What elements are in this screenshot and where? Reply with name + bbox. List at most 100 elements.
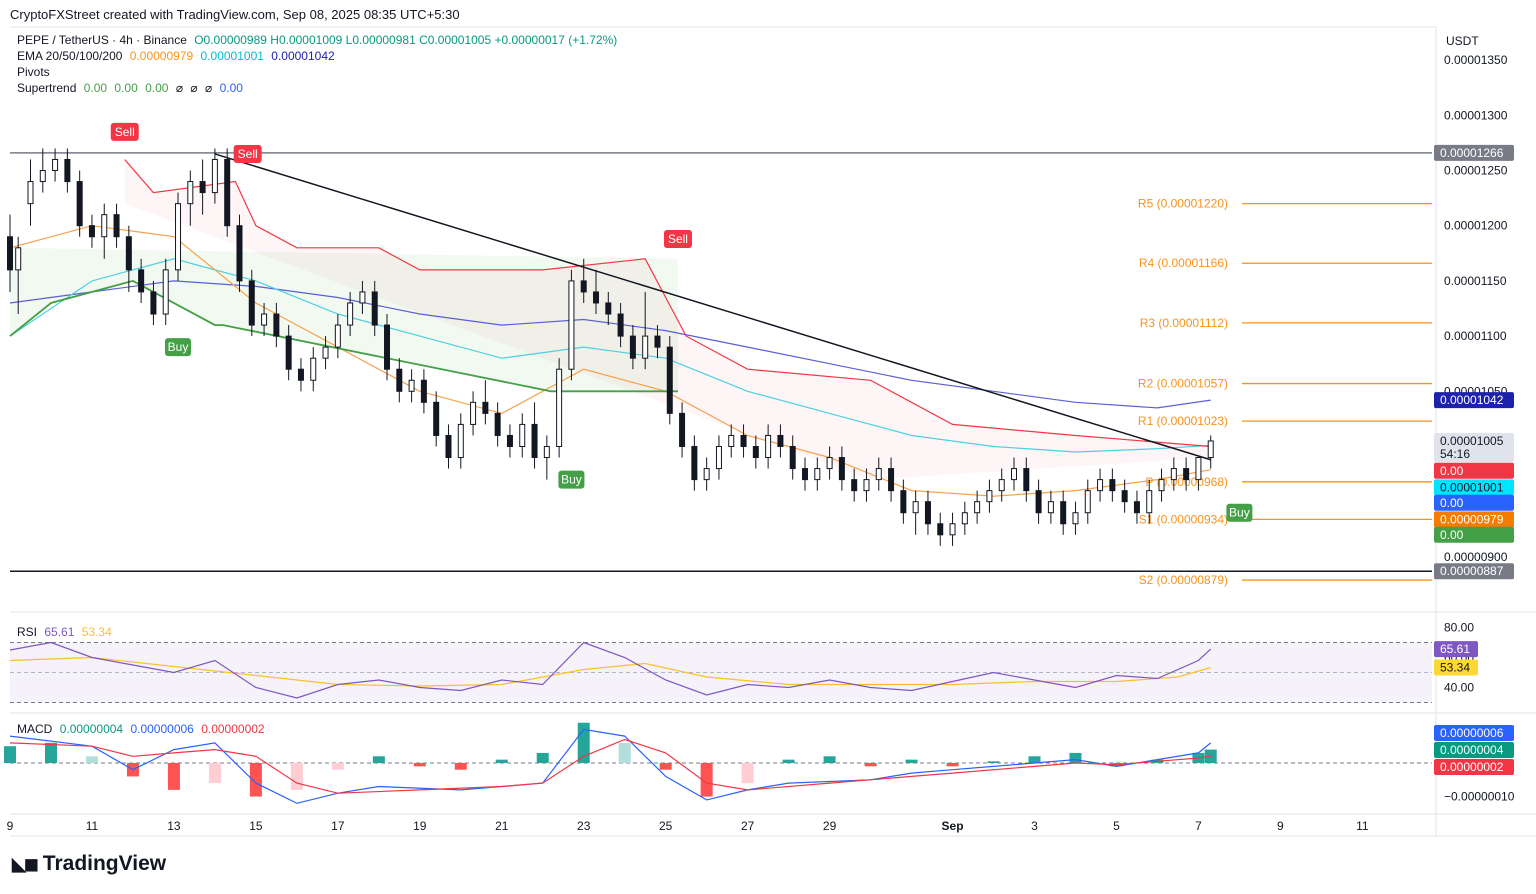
candle-bearish <box>1183 468 1190 481</box>
price-tag-label: 0.00001266 <box>1440 146 1504 160</box>
macd-histogram-bar <box>782 759 795 763</box>
legend-symbol-row: PEPE / TetherUS · 4h · Binance O0.000009… <box>17 33 621 47</box>
signal-sell-badge <box>663 229 692 248</box>
legend-ema-row[interactable]: EMA 20/50/100/200 0.00000979 0.00001001 … <box>17 49 339 63</box>
candle-bullish <box>986 490 993 503</box>
ema20-value: 0.00000979 <box>129 49 194 63</box>
macd-signal-line <box>9 738 1211 794</box>
candle-bearish <box>531 423 538 459</box>
macd-tag-label: 0.00000006 <box>1440 726 1504 740</box>
macd-histogram-bar <box>167 763 180 790</box>
time-axis-tick: 9 <box>7 819 14 833</box>
price-tag-label: 0.00001042 <box>1440 393 1504 407</box>
macd-histogram-bar <box>1204 749 1217 763</box>
st-value: ⌀ <box>175 81 184 95</box>
price-tag <box>1434 144 1514 161</box>
macd-tag-label: 0.00000002 <box>1440 760 1504 774</box>
price-tag-label: 0.00001001 <box>1440 480 1504 494</box>
time-axis-tick: 23 <box>577 819 591 833</box>
legend-macd-row[interactable]: MACD 0.00000004 0.00000006 0.00000002 <box>17 722 269 736</box>
price-axis-tick: 0.00001300 <box>1444 108 1508 122</box>
price-axis-tick: 0.00001350 <box>1444 53 1508 67</box>
candle-bearish <box>506 434 513 447</box>
signal-buy-label: Buy <box>168 340 189 354</box>
candle-bearish <box>236 225 243 282</box>
macd-histogram-bar <box>85 756 98 763</box>
candle-bearish <box>593 291 600 304</box>
ema50-value: 0.00001001 <box>200 49 264 63</box>
signal-sell-badge <box>110 122 139 141</box>
macd-histogram-bar <box>823 756 836 763</box>
currency-selector[interactable]: USDT <box>1446 34 1479 48</box>
candle-bearish <box>900 490 907 514</box>
candle-bullish <box>322 346 329 359</box>
candle-bullish <box>519 423 526 447</box>
time-axis-tick: 25 <box>659 819 673 833</box>
candle-bullish <box>814 468 821 481</box>
candle-bullish <box>1195 457 1202 481</box>
candle-bullish <box>1084 490 1091 514</box>
candle-bearish <box>445 434 452 459</box>
pivots-label: Pivots <box>17 65 50 79</box>
pivot-label-r5: R5 (0.00001220) <box>1138 197 1228 211</box>
signal-buy-label: Buy <box>561 473 582 487</box>
candle-bullish <box>101 214 108 238</box>
tradingview-logo-icon: ◣◼ <box>12 853 39 874</box>
candle-bearish <box>150 291 157 315</box>
candle-bearish <box>802 468 809 481</box>
symbol-title[interactable]: PEPE / TetherUS · 4h · Binance <box>17 33 187 47</box>
candle-bullish <box>556 368 563 447</box>
candle-bearish <box>371 291 378 326</box>
candle-bearish <box>851 479 858 492</box>
macd-axis-tick: −0.00000010 <box>1444 790 1515 804</box>
signal-buy-label: Buy <box>1229 506 1250 520</box>
candle-bearish <box>924 501 931 525</box>
candle-bullish <box>211 158 218 194</box>
macd-label: MACD <box>17 722 53 736</box>
supertrend-down-line <box>124 159 1211 448</box>
legend-rsi-row[interactable]: RSI 65.61 53.34 <box>17 625 116 639</box>
candle-bearish <box>482 401 489 414</box>
tradingview-logo[interactable]: ◣◼ TradingView <box>12 852 166 876</box>
time-axis-tick: 11 <box>1356 819 1369 833</box>
candle-bearish <box>297 368 304 381</box>
price-axis-tick: 0.00001100 <box>1444 329 1507 343</box>
pivot-label-s1: S1 (0.00000934) <box>1139 512 1228 526</box>
candle-bullish <box>457 423 464 459</box>
candle-bullish <box>1047 501 1054 514</box>
signal-sell-label: Sell <box>115 125 135 139</box>
candle-bearish <box>1060 501 1067 525</box>
price-tag <box>1434 526 1514 543</box>
candle-bearish <box>679 412 686 447</box>
macd-histogram-bar <box>495 759 508 763</box>
legend-pivots-row[interactable]: Pivots <box>17 65 54 79</box>
signal-sell-label: Sell <box>668 232 688 246</box>
candle-bullish <box>863 479 870 492</box>
macd-histogram-bar <box>618 742 631 763</box>
time-axis-tick: 27 <box>741 819 755 833</box>
macd-histogram-bar <box>290 763 303 790</box>
candle-bullish <box>949 523 956 536</box>
candle-bullish <box>1170 468 1177 481</box>
time-axis-tick: 7 <box>1195 819 1202 833</box>
price-tag <box>1434 494 1514 511</box>
candle-bearish <box>617 313 624 337</box>
candle-bearish <box>654 335 661 348</box>
candle-bearish <box>224 158 231 227</box>
candle-bullish <box>334 324 341 348</box>
time-axis-tick: 19 <box>413 819 427 833</box>
candle-bullish <box>261 313 268 326</box>
candle-bullish <box>1158 479 1165 492</box>
legend-supertrend-row[interactable]: Supertrend 0.00 0.00 0.00 ⌀ ⌀ ⌀ 0.00 <box>17 81 247 95</box>
signal-sell-badge <box>233 144 262 163</box>
candle-bullish <box>974 501 981 514</box>
macd-histogram-bar <box>331 763 344 770</box>
candle-bearish <box>285 335 292 370</box>
time-axis-tick: 29 <box>823 819 837 833</box>
pivot-label-s2: S2 (0.00000879) <box>1139 573 1228 587</box>
st-value: ⌀ <box>190 81 198 95</box>
signal-buy-badge <box>1226 503 1253 522</box>
macd-histogram-bar <box>44 742 57 763</box>
signal-buy-badge <box>165 338 192 357</box>
